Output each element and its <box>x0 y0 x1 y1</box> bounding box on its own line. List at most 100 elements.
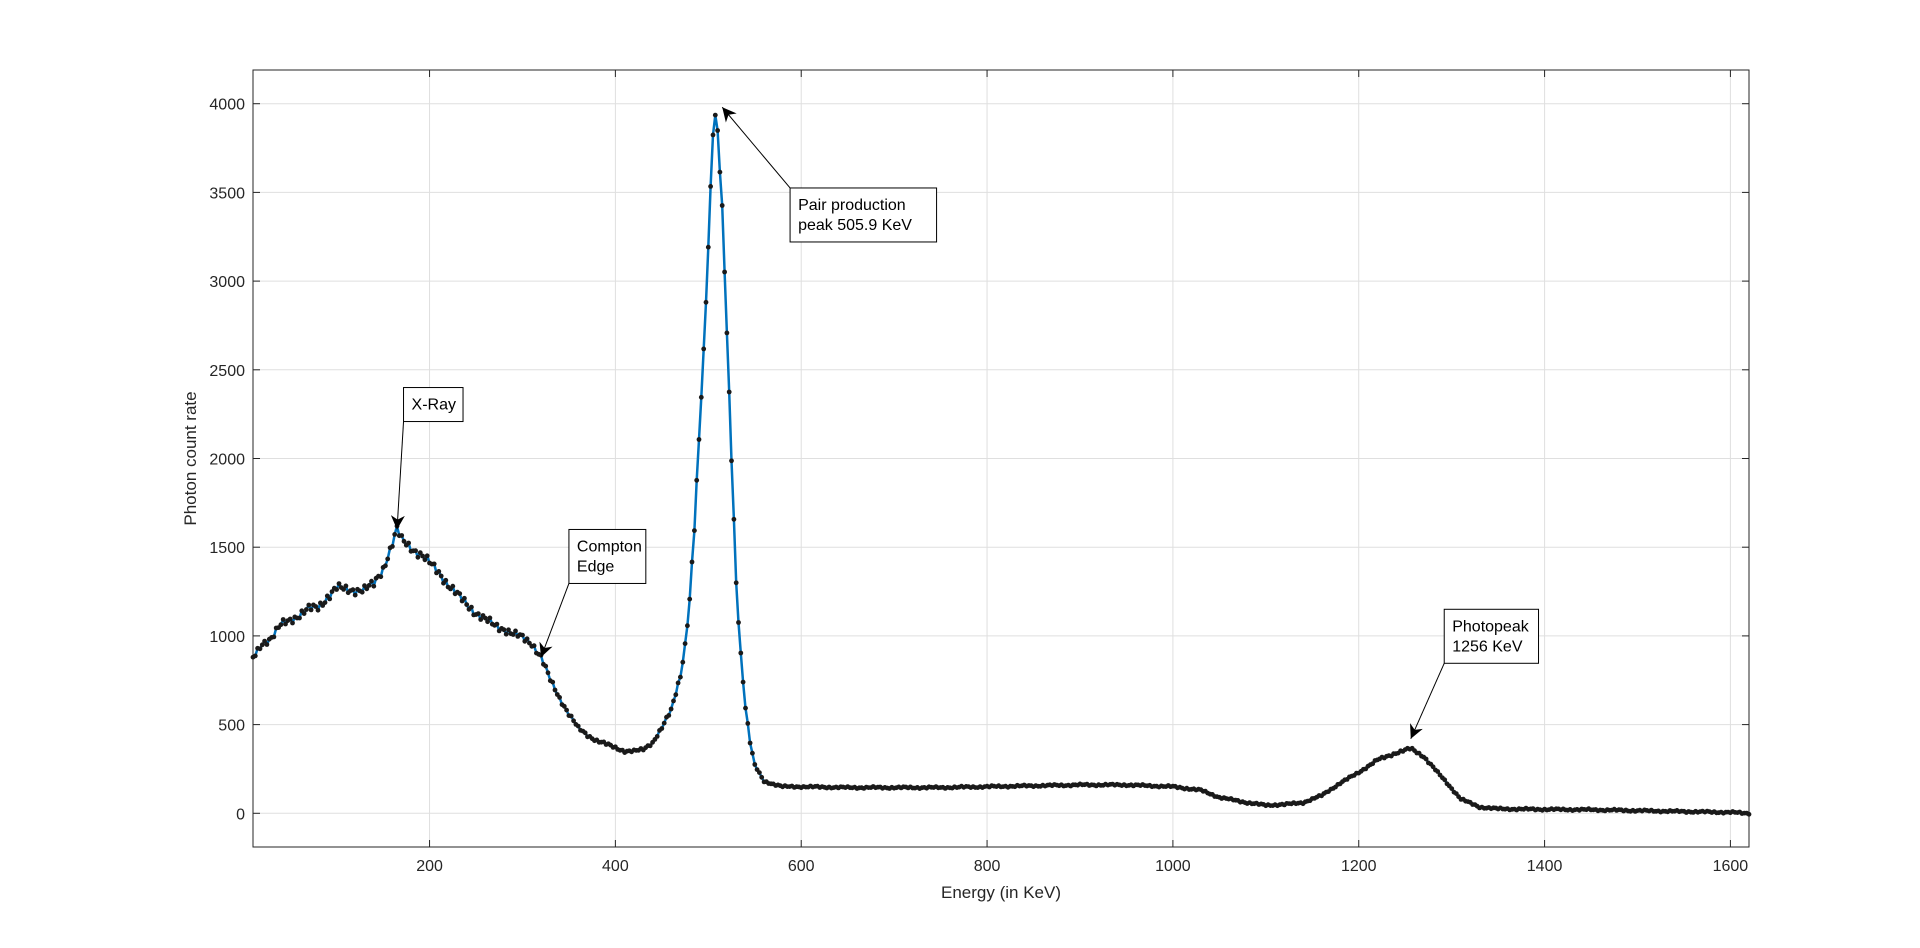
data-point <box>575 723 581 729</box>
y-axis-title: Photon count rate <box>181 391 200 525</box>
data-point <box>457 591 463 596</box>
annotation-text: X-Ray <box>412 397 456 414</box>
data-point <box>329 589 335 594</box>
data-point <box>513 628 518 634</box>
data-point <box>336 581 342 586</box>
data-point <box>478 617 484 622</box>
data-point <box>647 743 653 749</box>
data-point <box>1746 811 1752 817</box>
x-tick-label: 1400 <box>1527 858 1563 875</box>
data-point <box>671 698 676 704</box>
data-point <box>1435 769 1441 774</box>
data-point <box>712 112 718 118</box>
data-point <box>503 631 509 637</box>
data-point <box>703 299 709 305</box>
data-point <box>438 573 444 579</box>
data-point <box>743 705 748 711</box>
y-tick-label: 2000 <box>209 452 245 469</box>
data-point <box>334 587 339 592</box>
data-point <box>308 607 314 613</box>
data-point <box>392 532 398 537</box>
y-tick-label: 0 <box>236 806 245 823</box>
data-point <box>304 607 309 612</box>
data-point <box>759 774 765 780</box>
data-point <box>424 553 430 559</box>
annotation-text: Compton <box>577 538 642 555</box>
data-point <box>745 721 751 726</box>
data-point <box>550 679 556 685</box>
data-point <box>297 615 302 621</box>
data-point <box>485 619 490 625</box>
data-point <box>738 650 744 656</box>
annotation-arrow <box>390 421 405 530</box>
data-point <box>436 569 442 574</box>
data-point <box>675 680 681 686</box>
data-point <box>733 580 739 586</box>
data-point <box>708 184 713 189</box>
x-tick-label: 1600 <box>1713 858 1749 875</box>
data-point <box>719 203 725 208</box>
data-point <box>271 634 277 640</box>
data-point <box>715 128 720 133</box>
x-tick-label: 200 <box>416 858 443 875</box>
data-point <box>752 762 758 767</box>
data-point <box>524 636 530 642</box>
x-tick-label: 1200 <box>1341 858 1377 875</box>
data-point <box>564 707 569 713</box>
x-axis-title: Energy (in KeV) <box>941 883 1061 902</box>
data-point <box>257 646 263 652</box>
data-point <box>464 602 470 607</box>
data-point <box>364 586 370 592</box>
data-point <box>383 563 388 569</box>
data-point <box>668 706 674 712</box>
x-tick-label: 600 <box>788 858 815 875</box>
data-point <box>666 713 672 718</box>
data-point <box>520 632 525 638</box>
data-point <box>747 740 753 746</box>
data-point <box>327 596 333 602</box>
data-point <box>390 544 395 549</box>
data-point <box>698 394 704 400</box>
y-tick-label: 4000 <box>209 97 245 114</box>
data-point <box>352 592 358 598</box>
data-point <box>283 621 288 627</box>
data-point <box>385 556 391 562</box>
data-point <box>359 589 365 595</box>
y-tick-label: 3500 <box>209 185 245 202</box>
data-point <box>731 516 737 522</box>
annotation-box <box>568 528 647 584</box>
data-point <box>557 695 562 700</box>
data-point <box>501 627 507 633</box>
data-point <box>290 620 295 626</box>
data-point <box>1449 786 1455 791</box>
data-point <box>726 389 732 395</box>
data-point <box>510 632 516 637</box>
data-point <box>487 615 493 621</box>
data-point <box>287 616 293 622</box>
annotation-box <box>789 187 938 243</box>
y-tick-label: 1500 <box>209 540 245 557</box>
data-point <box>571 718 576 724</box>
data-point <box>406 540 411 546</box>
annotation-box <box>403 387 464 423</box>
data-point <box>724 330 730 336</box>
data-point <box>692 528 697 533</box>
data-point <box>264 642 270 647</box>
data-point <box>399 533 405 538</box>
data-point <box>717 169 723 175</box>
data-point <box>689 559 695 565</box>
data-point <box>420 553 425 559</box>
data-point <box>341 587 346 592</box>
data-point <box>710 132 716 138</box>
data-point <box>280 617 286 622</box>
data-point <box>705 244 711 250</box>
data-point <box>482 615 488 621</box>
data-point <box>757 770 762 775</box>
data-point <box>415 554 421 560</box>
annotation-text: Pair production <box>798 197 906 214</box>
data-point <box>259 642 265 648</box>
data-point <box>696 437 702 442</box>
data-point <box>369 578 374 584</box>
annotation-text: Edge <box>577 558 614 575</box>
annotation-arrow <box>539 583 570 658</box>
